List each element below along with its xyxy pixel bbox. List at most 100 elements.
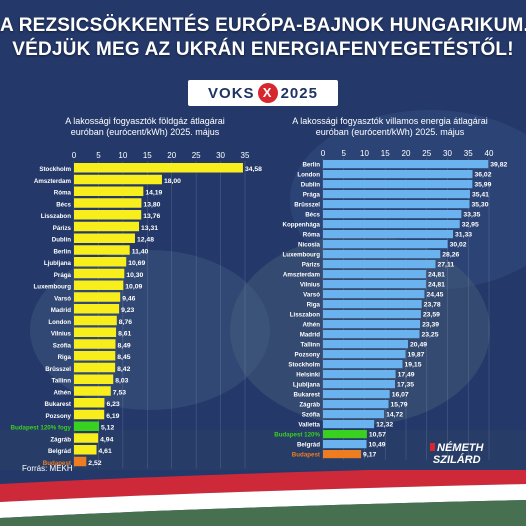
flag-white-stripe <box>0 484 526 518</box>
electricity-bar <box>323 420 375 429</box>
gas-bar <box>74 374 114 384</box>
electricity-tick-label: 15 <box>381 149 390 158</box>
gas-value-label: 9,23 <box>121 307 134 314</box>
electricity-tick-label: 10 <box>360 149 369 158</box>
gas-category-label: Lisszabon <box>41 213 71 220</box>
electricity-tick-label: 20 <box>402 149 411 158</box>
electricity-bar <box>323 230 454 239</box>
gas-bar <box>74 362 116 373</box>
gas-tick-label: 30 <box>216 151 225 160</box>
electricity-category-label: Bécs <box>305 212 320 219</box>
gas-value-label: 11,40 <box>132 248 149 255</box>
gas-chart-title: A lakossági fogyasztók földgáz átlagárai… <box>60 116 230 138</box>
electricity-tick-label: 40 <box>485 149 494 158</box>
gas-category-label: Vilnius <box>51 331 72 338</box>
electricity-bar <box>323 310 421 319</box>
gas-value-label: 5,12 <box>101 425 114 432</box>
electricity-bar <box>323 190 470 199</box>
electricity-value-label: 35,30 <box>471 202 488 209</box>
electricity-category-label: Szófia <box>302 412 321 419</box>
electricity-category-label: Belgrád <box>297 442 320 449</box>
gas-bar <box>74 257 127 267</box>
electricity-value-label: 35,99 <box>474 182 491 189</box>
electricity-value-label: 16,07 <box>392 392 409 399</box>
gas-category-label: Szófia <box>53 342 72 349</box>
gas-tick-label: 10 <box>118 151 127 160</box>
electricity-category-label: Tallinn <box>301 342 321 349</box>
gas-value-label: 10,69 <box>128 260 145 267</box>
voks-2025-logo: VOKS X 2025 <box>188 80 338 106</box>
author-accent-mark <box>430 443 435 451</box>
gas-category-label: Madrid <box>51 307 72 314</box>
gas-category-label: London <box>48 319 71 326</box>
gas-bar <box>74 245 130 255</box>
electricity-category-label: Párizs <box>302 262 321 269</box>
headline: A REZSICSÖKKENTÉS EURÓPA-BAJNOK HUNGARIK… <box>0 14 526 62</box>
electricity-bar <box>323 250 441 259</box>
gas-bar <box>74 163 243 173</box>
electricity-bar <box>323 300 422 309</box>
electricity-bar <box>323 280 426 289</box>
electricity-tick-label: 5 <box>342 149 347 158</box>
electricity-chart-title-line-1: A lakossági fogyasztók villamos energia … <box>292 116 488 126</box>
gas-bar <box>74 221 140 232</box>
electricity-bar <box>323 340 409 349</box>
gas-value-label: 8,76 <box>119 319 132 326</box>
gas-value-label: 7,53 <box>113 389 126 396</box>
gas-value-label: 6,23 <box>106 401 119 408</box>
electricity-value-label: 23,59 <box>423 312 440 319</box>
electricity-chart-title-line-2: euróban (eurócent/kWh) 2025. május <box>315 127 465 137</box>
gas-bar <box>74 421 100 431</box>
gas-bar <box>74 398 105 408</box>
electricity-category-label: Madrid <box>300 332 321 339</box>
gas-bar <box>74 456 87 467</box>
gas-category-label: Dublin <box>52 237 71 244</box>
gas-bar <box>74 327 117 337</box>
gas-value-label: 8,03 <box>115 378 128 385</box>
gas-bar <box>74 386 111 396</box>
gas-bar <box>74 315 117 326</box>
headline-line-1: A REZSICSÖKKENTÉS EURÓPA-BAJNOK HUNGARIK… <box>0 15 526 36</box>
electricity-category-label: Amszterdam <box>283 272 321 279</box>
electricity-value-label: 23,78 <box>424 302 441 309</box>
gas-bar <box>74 339 116 349</box>
electricity-category-label: Ljubljana <box>293 382 321 389</box>
electricity-tick-label: 25 <box>422 149 431 158</box>
electricity-category-label: Riga <box>307 302 321 309</box>
electricity-category-label: Budapest 120% <box>274 432 320 439</box>
gas-value-label: 13,80 <box>143 201 160 208</box>
electricity-value-label: 12,32 <box>376 422 393 429</box>
gas-category-label: Prága <box>54 272 72 279</box>
gas-chart-title-line-1: A lakossági fogyasztók földgáz átlagárai <box>65 116 225 126</box>
electricity-category-label: Varsó <box>303 292 320 299</box>
gas-category-label: Athén <box>53 389 71 396</box>
electricity-bar <box>323 210 462 219</box>
gas-tick-label: 15 <box>143 151 152 160</box>
gas-bar <box>74 186 144 196</box>
flag-green-stripe <box>0 500 526 526</box>
gas-bar <box>74 351 116 361</box>
electricity-category-label: Valletta <box>298 422 320 429</box>
gas-value-label: 12,48 <box>137 237 154 244</box>
electricity-value-label: 24,81 <box>428 272 445 279</box>
gas-category-label: Bécs <box>56 201 71 208</box>
electricity-value-label: 9,17 <box>363 452 376 459</box>
electricity-category-label: Prága <box>303 192 321 199</box>
electricity-value-label: 24,45 <box>426 292 443 299</box>
electricity-bar <box>323 350 406 359</box>
electricity-bar <box>323 240 448 249</box>
electricity-value-label: 23,39 <box>422 322 439 329</box>
electricity-bar <box>323 430 367 439</box>
electricity-value-label: 31,33 <box>455 232 472 239</box>
electricity-bar <box>323 320 421 329</box>
gas-value-label: 10,30 <box>126 272 143 279</box>
gas-category-label: Luxembourg <box>34 284 72 291</box>
author-signature: NÉMETH SZILÁRD <box>430 442 483 466</box>
electricity-category-label: Athén <box>302 322 320 329</box>
hungarian-flag-stripes <box>0 470 526 526</box>
gas-category-label: Tallinn <box>52 378 72 385</box>
gas-value-label: 10,09 <box>125 284 142 291</box>
electricity-bar <box>323 170 473 179</box>
electricity-bar <box>323 400 389 409</box>
gas-bar <box>74 304 120 314</box>
